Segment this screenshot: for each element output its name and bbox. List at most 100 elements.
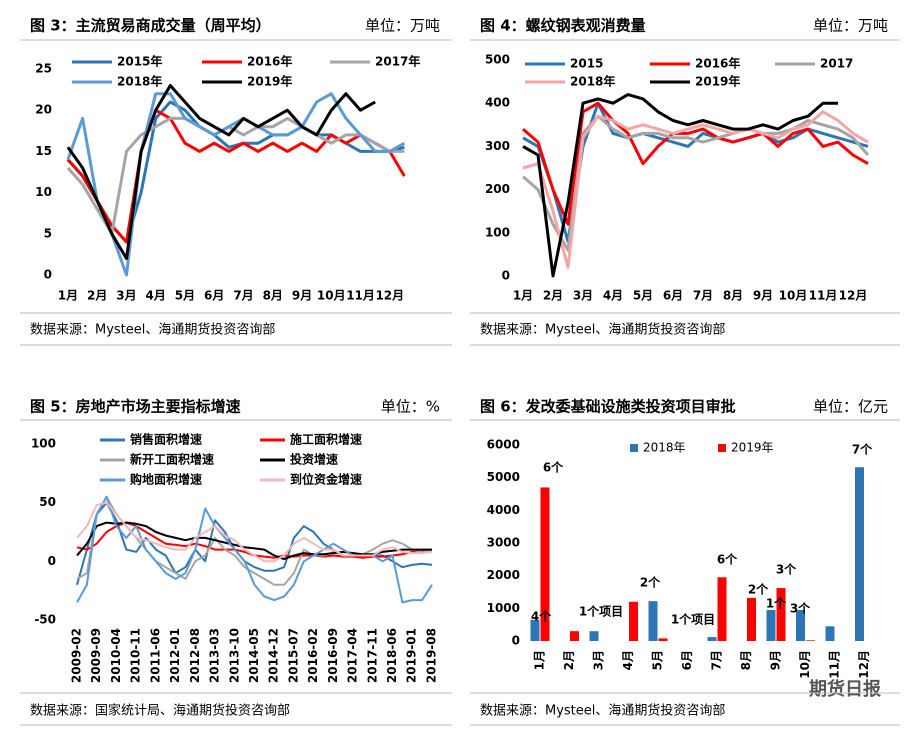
- x-tick-label: 3月: [573, 289, 593, 303]
- x-tick-label: 7月: [710, 650, 724, 670]
- x-tick-label: 6月: [204, 289, 224, 303]
- y-tick-label: 400: [485, 96, 510, 110]
- x-tick-label: 6月: [663, 289, 683, 303]
- x-tick-label: 5月: [633, 289, 653, 303]
- bar: [629, 601, 638, 641]
- chart-title: 图 3：主流贸易商成交量（周平均）: [30, 17, 271, 35]
- legend-swatch: [630, 444, 638, 452]
- legend-label: 2017: [820, 57, 853, 71]
- chart-title: 图 4：螺纹钢表观消费量: [480, 17, 646, 35]
- x-tick-label: 2015-07: [286, 628, 300, 683]
- legend-label: 购地面积增速: [130, 472, 202, 487]
- x-tick-label: 12月: [839, 289, 868, 303]
- legend-label: 到位资金增速: [290, 472, 362, 487]
- x-tick-label: 2019-01: [405, 628, 419, 683]
- bar: [747, 597, 756, 641]
- bar: [648, 601, 658, 641]
- watermark: 期货日报: [809, 678, 881, 700]
- bar: [658, 638, 668, 641]
- x-tick-label: 10月: [779, 289, 808, 303]
- x-tick-label: 8月: [723, 289, 743, 303]
- annotation: 3个: [776, 562, 797, 577]
- y-tick-label: 0: [502, 269, 510, 283]
- y-tick-label: -50: [34, 613, 56, 627]
- x-tick-label: 2014-12: [267, 628, 281, 683]
- line-series: [66, 84, 376, 260]
- x-tick-label: 7月: [693, 289, 713, 303]
- unit-label: 单位：万吨: [813, 17, 888, 35]
- annotation: 7个: [852, 442, 873, 457]
- line-series: [522, 93, 838, 278]
- x-tick-label: 1月: [513, 289, 533, 303]
- x-tick-label: 11月: [809, 289, 838, 303]
- legend-label: 施工面积增速: [290, 432, 362, 447]
- x-tick-label: 2018-06: [385, 628, 399, 683]
- y-tick-label: 10: [35, 185, 52, 199]
- y-tick-label: 5: [44, 226, 52, 240]
- legend-label: 投资增速: [290, 452, 338, 467]
- y-tick-label: 300: [485, 139, 510, 153]
- bar: [766, 609, 776, 641]
- legend-label: 2015年: [117, 54, 162, 69]
- x-tick-label: 2月: [562, 650, 576, 670]
- y-tick-label: 0: [48, 554, 56, 568]
- annotation: 4个: [531, 609, 552, 624]
- x-tick-label: 1月: [58, 289, 78, 303]
- legend-label: 2016年: [695, 56, 740, 71]
- y-tick-label: 100: [485, 225, 510, 239]
- line-series: [66, 92, 406, 277]
- bar: [855, 467, 864, 641]
- x-tick-label: 10月: [798, 650, 812, 679]
- unit-label: 单位：万吨: [365, 17, 440, 35]
- legend-label: 新开工面积增速: [130, 452, 214, 467]
- x-tick-label: 10月: [317, 289, 346, 303]
- bar: [825, 626, 835, 641]
- x-tick-label: 1月: [533, 650, 547, 670]
- x-tick-label: 5月: [651, 650, 665, 670]
- y-tick-label: 50: [39, 495, 56, 509]
- x-tick-label: 12月: [857, 650, 871, 679]
- x-tick-label: 7月: [233, 289, 253, 303]
- legend-label: 2017年: [375, 54, 420, 69]
- bar: [530, 619, 540, 641]
- legend-label: 2018年: [117, 74, 162, 89]
- x-tick-label: 8月: [739, 650, 753, 670]
- annotation: 2个: [748, 582, 769, 597]
- y-tick-label: 200: [485, 182, 510, 196]
- source-label: 数据来源：Mysteel、海通期货投资咨询部: [30, 322, 275, 338]
- annotation: 6个: [717, 552, 738, 567]
- legend-label: 2018年: [570, 74, 615, 89]
- y-tick-label: 0: [44, 268, 52, 282]
- source-label: 数据来源：国家统计局、海通期货投资咨询部: [30, 703, 290, 719]
- line-series: [66, 108, 406, 244]
- bar: [707, 637, 717, 641]
- bar: [589, 631, 599, 641]
- line-series: [522, 110, 869, 269]
- x-tick-label: 2013-03: [208, 628, 222, 683]
- x-tick-label: 2月: [543, 289, 563, 303]
- source-label: 数据来源：Mysteel、海通期货投资咨询部: [480, 703, 725, 719]
- x-tick-label: 9月: [753, 289, 773, 303]
- y-tick-label: 25: [35, 62, 52, 76]
- legend-swatch: [718, 444, 726, 452]
- x-tick-label: 11月: [828, 650, 842, 679]
- legend-label: 销售面积增速: [130, 432, 202, 447]
- chart-title: 图 6：发改委基础设施类投资项目审批: [480, 398, 736, 416]
- legend-label: 2018年: [643, 441, 686, 455]
- x-tick-label: 2012-01: [168, 628, 182, 683]
- line-series: [76, 521, 432, 560]
- x-tick-label: 9月: [292, 289, 312, 303]
- x-tick-label: 5月: [175, 289, 195, 303]
- bar: [776, 588, 786, 641]
- y-tick-label: 100: [31, 437, 56, 451]
- annotation: 2个: [640, 575, 661, 590]
- x-tick-label: 4月: [603, 289, 623, 303]
- x-tick-label: 4月: [621, 650, 635, 670]
- unit-label: 单位：%: [381, 398, 440, 416]
- x-tick-label: 4月: [146, 289, 166, 303]
- x-tick-label: 2012-08: [188, 628, 202, 683]
- y-tick-label: 20: [35, 103, 52, 117]
- y-tick-label: 6000: [487, 438, 520, 452]
- line-series: [76, 495, 433, 586]
- legend-label: 2019年: [731, 441, 774, 455]
